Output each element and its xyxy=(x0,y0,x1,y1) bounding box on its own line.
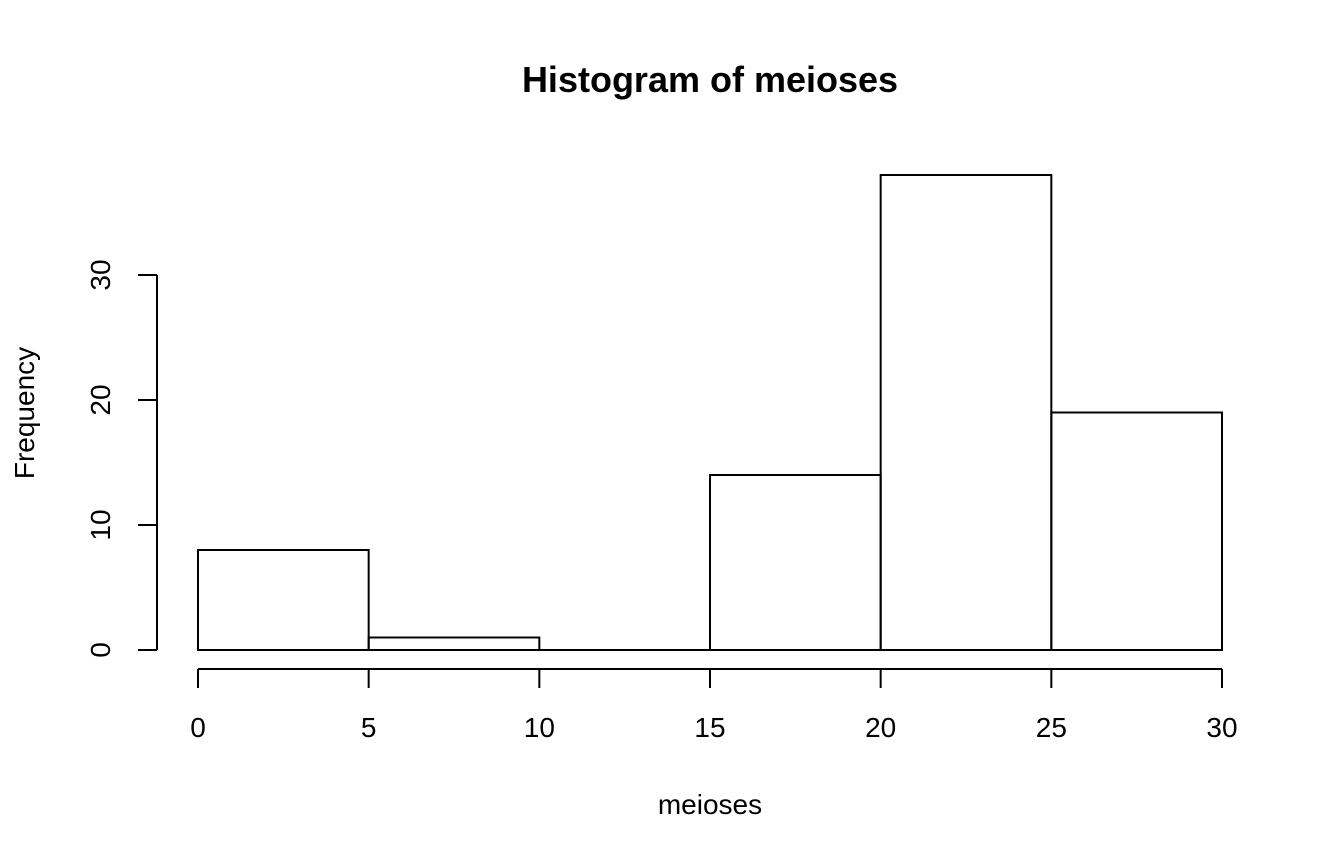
histogram-bar-3 xyxy=(709,474,882,651)
histogram-bar-5 xyxy=(1050,411,1224,651)
x-tick-label: 5 xyxy=(361,712,377,743)
y-tick-label: 20 xyxy=(85,384,116,415)
x-tick-label: 15 xyxy=(694,712,725,743)
chart-title: Histogram of meioses xyxy=(522,59,898,100)
x-tick-label: 10 xyxy=(524,712,555,743)
x-axis-label: meioses xyxy=(658,789,762,820)
x-tick-label: 20 xyxy=(865,712,896,743)
histogram-bar-4 xyxy=(879,174,1053,651)
x-tick-label: 30 xyxy=(1206,712,1237,743)
histogram-bar-1 xyxy=(367,636,541,651)
histogram-bar-0 xyxy=(197,549,370,651)
x-tick-label: 0 xyxy=(190,712,206,743)
y-axis: 0 10 20 30 xyxy=(85,259,158,658)
y-tick-label: 30 xyxy=(85,259,116,290)
y-tick-label: 10 xyxy=(85,509,116,540)
x-axis: 0 5 10 15 20 25 30 xyxy=(190,668,1238,743)
y-tick-label: 0 xyxy=(85,642,116,658)
y-axis-label: Frequency xyxy=(9,347,40,479)
x-tick-label: 25 xyxy=(1036,712,1067,743)
bars-group xyxy=(197,174,1224,652)
